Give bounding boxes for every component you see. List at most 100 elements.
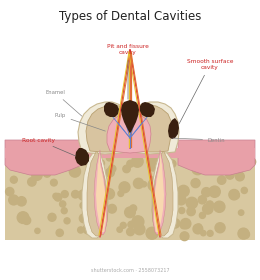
Circle shape <box>203 159 208 164</box>
Circle shape <box>179 207 185 214</box>
Circle shape <box>28 178 36 186</box>
Circle shape <box>180 218 191 229</box>
Circle shape <box>178 185 189 197</box>
Circle shape <box>148 160 159 171</box>
Circle shape <box>180 223 187 229</box>
Text: Root cavity: Root cavity <box>22 137 75 156</box>
Text: shutterstock.com · 2558073217: shutterstock.com · 2558073217 <box>91 267 169 272</box>
Circle shape <box>151 185 162 195</box>
Polygon shape <box>82 150 108 238</box>
Circle shape <box>191 179 200 188</box>
Polygon shape <box>178 140 255 175</box>
Circle shape <box>206 163 214 170</box>
Circle shape <box>146 227 158 239</box>
Circle shape <box>231 155 240 165</box>
Polygon shape <box>87 150 108 236</box>
Circle shape <box>10 176 17 183</box>
Polygon shape <box>96 152 106 232</box>
Circle shape <box>161 200 172 211</box>
Circle shape <box>80 202 87 209</box>
Polygon shape <box>94 150 107 235</box>
Circle shape <box>207 161 217 171</box>
Circle shape <box>108 165 116 172</box>
Circle shape <box>106 168 114 177</box>
Circle shape <box>141 182 147 187</box>
Circle shape <box>166 218 175 227</box>
Polygon shape <box>5 155 255 240</box>
Circle shape <box>203 204 213 214</box>
Circle shape <box>85 159 92 166</box>
Circle shape <box>117 227 122 232</box>
Polygon shape <box>104 102 119 117</box>
Circle shape <box>209 186 220 197</box>
Text: Smooth surface
cavity: Smooth surface cavity <box>179 59 233 123</box>
Circle shape <box>170 219 180 228</box>
Circle shape <box>234 193 239 198</box>
Circle shape <box>35 228 40 234</box>
Polygon shape <box>121 100 139 133</box>
Circle shape <box>28 164 34 169</box>
Text: Pulp: Pulp <box>54 113 105 131</box>
Circle shape <box>64 218 70 224</box>
Circle shape <box>214 201 225 212</box>
Circle shape <box>147 155 159 167</box>
Circle shape <box>17 197 26 206</box>
Circle shape <box>176 195 186 205</box>
Polygon shape <box>78 102 179 154</box>
Circle shape <box>164 183 173 192</box>
Circle shape <box>241 187 247 193</box>
Polygon shape <box>107 113 151 153</box>
Circle shape <box>235 172 244 181</box>
Circle shape <box>127 160 134 167</box>
Circle shape <box>118 191 124 197</box>
Circle shape <box>108 204 116 213</box>
Text: Enamel: Enamel <box>45 90 82 116</box>
Circle shape <box>106 155 112 161</box>
Circle shape <box>93 181 104 192</box>
Circle shape <box>61 191 68 198</box>
Circle shape <box>218 176 226 184</box>
Circle shape <box>78 190 88 200</box>
Circle shape <box>78 227 84 233</box>
Circle shape <box>61 208 67 214</box>
Circle shape <box>148 179 160 191</box>
Circle shape <box>32 170 42 180</box>
Circle shape <box>53 193 59 199</box>
Circle shape <box>132 216 144 228</box>
Circle shape <box>187 207 195 216</box>
Polygon shape <box>75 148 89 166</box>
Circle shape <box>125 207 135 218</box>
Circle shape <box>9 195 19 205</box>
Text: Dentin: Dentin <box>173 137 226 143</box>
Polygon shape <box>86 105 172 152</box>
Circle shape <box>225 164 234 173</box>
Circle shape <box>123 165 130 173</box>
Polygon shape <box>140 102 155 117</box>
Circle shape <box>6 188 14 196</box>
Circle shape <box>132 156 143 167</box>
Circle shape <box>60 201 66 207</box>
Circle shape <box>130 205 137 212</box>
Circle shape <box>229 190 239 200</box>
Circle shape <box>79 214 88 223</box>
Circle shape <box>56 229 63 236</box>
Polygon shape <box>168 118 179 139</box>
Circle shape <box>119 182 130 193</box>
Circle shape <box>202 188 211 197</box>
Circle shape <box>134 224 145 235</box>
Circle shape <box>192 163 204 175</box>
Circle shape <box>238 228 249 239</box>
Circle shape <box>72 190 79 198</box>
Circle shape <box>226 170 234 178</box>
Circle shape <box>168 160 176 167</box>
Circle shape <box>215 223 225 233</box>
Text: Pit and fissure
cavity: Pit and fissure cavity <box>107 44 149 99</box>
Circle shape <box>69 166 81 177</box>
Circle shape <box>127 228 134 236</box>
Polygon shape <box>5 148 255 158</box>
Polygon shape <box>5 140 82 175</box>
Circle shape <box>50 179 57 186</box>
Circle shape <box>165 160 172 167</box>
Circle shape <box>201 230 206 236</box>
Circle shape <box>248 158 256 166</box>
